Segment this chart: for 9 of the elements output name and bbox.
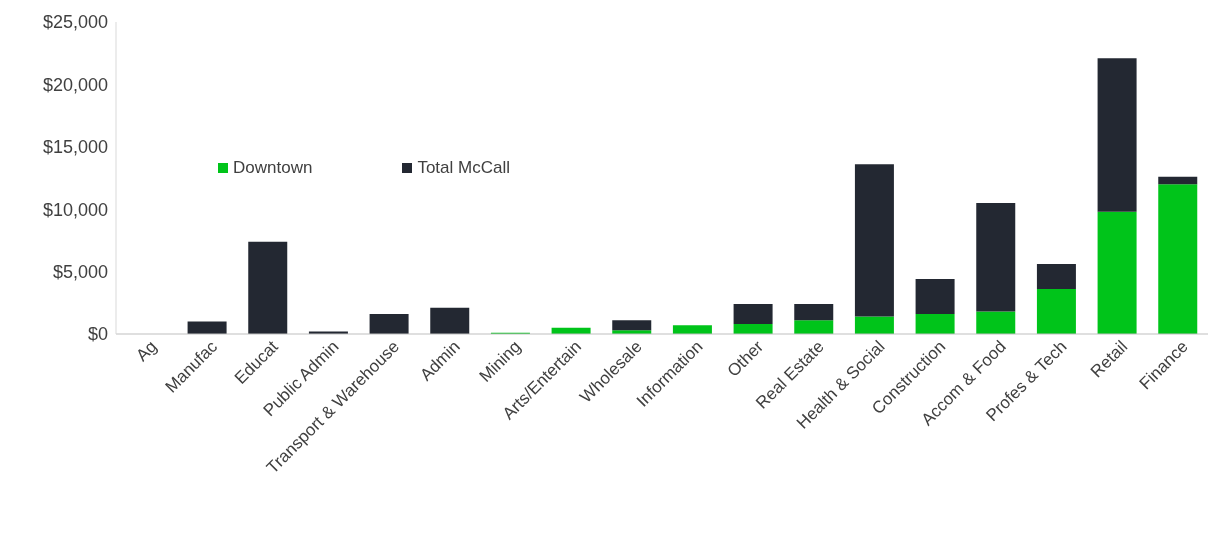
y-tick-label: $20,000 — [42, 74, 108, 95]
y-tick-label: $25,000 — [42, 12, 108, 33]
y-tick-label: $10,000 — [42, 199, 108, 220]
y-tick-label: $0 — [87, 324, 108, 345]
legend-label: Downtown — [232, 158, 313, 178]
y-tick-label: $5,000 — [52, 261, 108, 282]
y-tick-label: $15,000 — [42, 137, 108, 158]
legend-label: Total McCall — [416, 158, 510, 178]
x-tick-label: Ag — [132, 337, 161, 366]
